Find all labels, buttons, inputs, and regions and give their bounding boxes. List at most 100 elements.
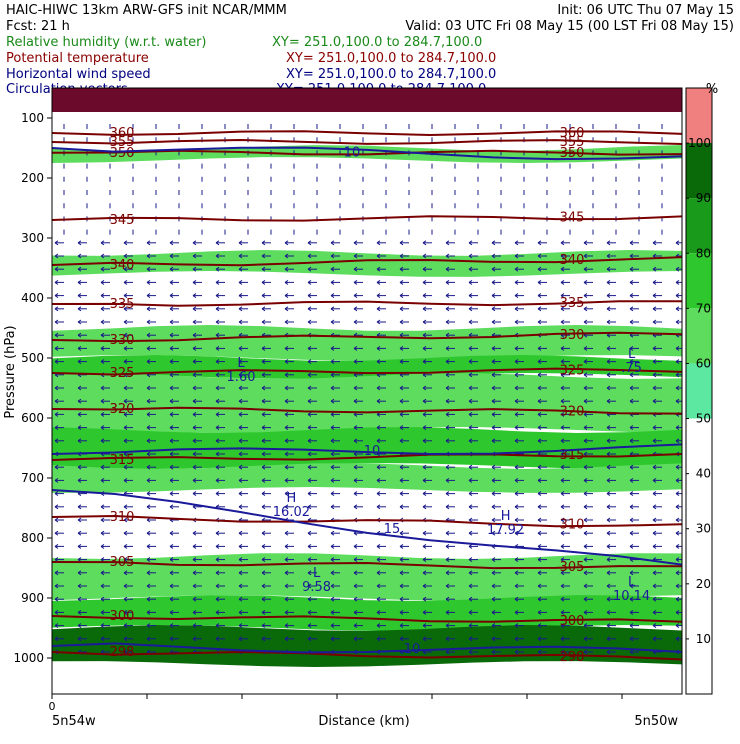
wind-vector-head — [468, 583, 473, 589]
wind-vector-head — [123, 385, 128, 391]
wind-vector-head — [537, 253, 542, 259]
wind-vector-head — [399, 464, 404, 470]
wind-vector-head — [514, 385, 519, 391]
wind-vector-head — [675, 596, 680, 602]
wind-vector-head — [215, 266, 220, 272]
wind-vector-head — [560, 411, 565, 417]
wind-vector-head — [468, 596, 473, 602]
wind-vector-head — [560, 464, 565, 470]
wind-vector-head — [261, 636, 266, 642]
wind-vector-head — [146, 464, 151, 470]
wind-vector-head — [376, 425, 381, 431]
wind-vector-head — [468, 425, 473, 431]
wind-vector-head — [146, 319, 151, 325]
wind-vector-head — [100, 293, 105, 299]
wind-vector-head — [100, 596, 105, 602]
wind-vector-head — [629, 398, 634, 404]
wind-vector-head — [422, 319, 427, 325]
theta-contour-label: 305 — [560, 560, 585, 575]
wind-vector-head — [445, 477, 450, 483]
colorbar-segment — [686, 418, 712, 474]
wind-vector-head — [100, 477, 105, 483]
wind-vector-head — [537, 649, 542, 655]
wind-vector-head — [284, 398, 289, 404]
wind-vector-head — [238, 596, 243, 602]
wind-vector-head — [169, 332, 174, 338]
wind-vector-head — [445, 530, 450, 536]
wind-vector-head — [192, 306, 197, 312]
wind-vector-head — [422, 332, 427, 338]
wind-vector-head — [215, 530, 220, 536]
wind-vector-head — [675, 293, 680, 299]
wind-vector-head — [54, 279, 59, 285]
wind-vector-head — [169, 279, 174, 285]
wind-vector-head — [100, 609, 105, 615]
wind-vector-head — [468, 293, 473, 299]
wind-vector-head — [215, 425, 220, 431]
wind-vector-head — [192, 398, 197, 404]
wind-vector-head — [606, 279, 611, 285]
wind-vector-head — [307, 596, 312, 602]
wind-vector-head — [583, 425, 588, 431]
wind-vector-head — [169, 438, 174, 444]
wind-vector-head — [284, 345, 289, 351]
extremum-symbol: H — [501, 509, 511, 524]
wind-vector-head — [376, 385, 381, 391]
wind-vector-head — [560, 385, 565, 391]
wind-vector-head — [376, 438, 381, 444]
wind-vector-head — [422, 504, 427, 510]
wind-vector-head — [514, 425, 519, 431]
wind-vector-head — [330, 504, 335, 510]
wind-vector-head — [215, 623, 220, 629]
wind-vector-head — [675, 306, 680, 312]
wind-vector-head — [238, 279, 243, 285]
wind-vector-head — [307, 279, 312, 285]
wind-vector-head — [261, 372, 266, 378]
wind-vector-head — [192, 477, 197, 483]
wind-vector-head — [514, 306, 519, 312]
wind-vector-head — [537, 636, 542, 642]
wind-vector-head — [583, 253, 588, 259]
header-forecast: Fcst: 21 h — [6, 19, 70, 34]
wind-vector-head — [77, 345, 82, 351]
wind-vector-head — [560, 596, 565, 602]
header-valid: Valid: 03 UTC Fri 08 May 15 (00 LST Fri … — [405, 19, 734, 34]
wind-vector-head — [330, 464, 335, 470]
wind-vector-head — [169, 609, 174, 615]
wind-vector-head — [54, 596, 59, 602]
wind-vector-head — [560, 491, 565, 497]
colorbar-tick-label: 50 — [696, 412, 711, 426]
wind-vector-head — [238, 266, 243, 272]
wind-vector-head — [330, 266, 335, 272]
wind-vector-head — [215, 438, 220, 444]
wind-vector-head — [514, 398, 519, 404]
wind-vector-head — [652, 345, 657, 351]
wind-vector-head — [583, 279, 588, 285]
wind-vector-head — [445, 411, 450, 417]
wind-vector-head — [77, 517, 82, 523]
wind-vector-head — [422, 293, 427, 299]
colorbar-frame — [685, 87, 713, 695]
wind-vector-head — [675, 425, 680, 431]
wind-vector-head — [491, 609, 496, 615]
wind-vector-head — [629, 636, 634, 642]
theta-contour — [52, 367, 682, 376]
wind-vector-head — [353, 425, 358, 431]
wind-vector-head — [422, 570, 427, 576]
wind-vector-head — [146, 543, 151, 549]
wind-vector-head — [353, 306, 358, 312]
colorbar-segment — [686, 253, 712, 309]
wind-vector-head — [675, 623, 680, 629]
wind-vector-head — [215, 477, 220, 483]
wind-vector-head — [422, 345, 427, 351]
wind-vector-head — [54, 425, 59, 431]
wind-vector-head — [54, 306, 59, 312]
wind-vector-head — [238, 636, 243, 642]
wind-vector-head — [54, 477, 59, 483]
theta-contour-label: 335 — [560, 296, 585, 311]
wind-vector-head — [491, 425, 496, 431]
wind-vector-head — [399, 425, 404, 431]
wind-vector-head — [652, 623, 657, 629]
wind-vector-head — [468, 623, 473, 629]
wind-vector-head — [284, 359, 289, 365]
